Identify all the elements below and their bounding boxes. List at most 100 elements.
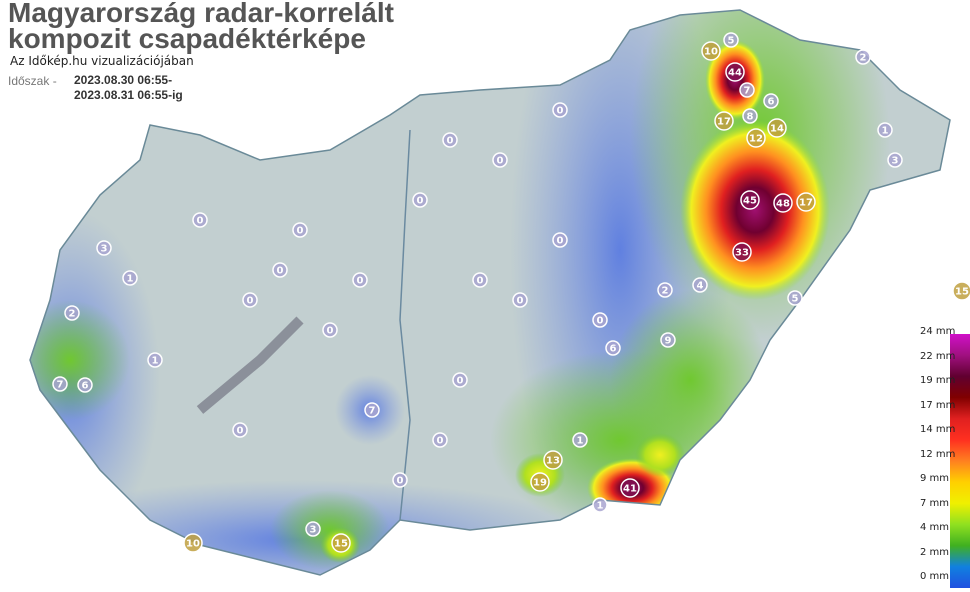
station-value: 0 [477,276,484,287]
station-marker[interactable]: 3 [887,152,903,168]
station-marker[interactable]: 17 [796,192,816,212]
station-value: 19 [533,478,547,489]
legend-label: 24 mm [920,326,956,337]
station-marker[interactable]: 7 [364,402,380,418]
station-value: 0 [297,226,304,237]
station-marker[interactable]: 1 [122,270,138,286]
station-marker[interactable]: 44 [725,62,745,82]
station-marker[interactable]: 0 [512,292,528,308]
station-value: 0 [357,276,364,287]
station-value: 13 [546,456,560,467]
station-marker[interactable]: 6 [77,377,93,393]
station-marker[interactable]: 0 [242,292,258,308]
station-value: 41 [623,484,637,495]
station-value: 9 [665,336,672,347]
legend-label: 22 mm [920,350,956,362]
station-value: 1 [577,436,584,447]
map-subtitle: Az Időkép.hu vizualizációjában [10,54,194,68]
station-value: 7 [369,406,376,417]
station-value: 2 [69,309,76,320]
station-marker[interactable]: 10 [701,41,721,61]
station-marker[interactable]: 13 [543,450,563,470]
station-value: 8 [747,112,754,123]
station-value: 2 [662,286,669,297]
station-marker[interactable]: 0 [452,372,468,388]
station-marker[interactable]: 0 [292,222,308,238]
station-marker[interactable]: 7 [52,376,68,392]
station-marker[interactable]: 0 [442,132,458,148]
station-marker[interactable]: 0 [412,192,428,208]
station-marker[interactable]: 6 [605,340,621,356]
station-marker[interactable]: 6 [763,93,779,109]
station-marker[interactable]: 1 [592,497,608,513]
station-marker[interactable]: 15 [952,281,970,301]
station-marker[interactable]: 5 [723,32,739,48]
station-marker[interactable]: 0 [432,432,448,448]
station-value: 6 [768,97,775,108]
station-value: 0 [557,106,564,117]
station-value: 17 [799,198,813,209]
station-marker[interactable]: 3 [305,521,321,537]
station-value: 0 [497,156,504,167]
station-marker[interactable]: 0 [552,232,568,248]
station-marker[interactable]: 0 [232,422,248,438]
station-value: 6 [82,381,89,392]
station-marker[interactable]: 45 [740,190,760,210]
station-value: 0 [457,376,464,387]
station-value: 6 [610,344,617,355]
station-marker[interactable]: 0 [492,152,508,168]
legend-label: 0 mm [920,571,950,582]
station-value: 7 [744,86,751,97]
legend-label: 14 mm [920,424,956,435]
station-marker[interactable]: 1 [572,432,588,448]
station-value: 0 [327,326,334,337]
station-value: 15 [334,539,348,550]
station-marker[interactable]: 19 [530,472,550,492]
station-marker[interactable]: 5 [787,290,803,306]
station-value: 0 [437,436,444,447]
station-marker[interactable]: 9 [660,332,676,348]
legend-label: 19 mm [920,375,956,386]
station-marker[interactable]: 2 [657,282,673,298]
station-marker[interactable]: 8 [742,108,758,124]
station-value: 12 [749,134,763,145]
station-marker[interactable]: 0 [592,312,608,328]
station-marker[interactable]: 0 [392,472,408,488]
station-marker[interactable]: 0 [352,272,368,288]
station-marker[interactable]: 0 [472,272,488,288]
map-title: Magyarország radar-korrelált kompozit cs… [8,0,394,54]
station-marker[interactable]: 41 [620,478,640,498]
legend-label: 2 mm [920,546,950,558]
station-marker[interactable]: 12 [746,128,766,148]
station-marker[interactable]: 7 [739,82,755,98]
station-marker[interactable]: 3 [96,240,112,256]
station-marker[interactable]: 0 [552,102,568,118]
station-marker[interactable]: 0 [322,322,338,338]
period-label: Időszak - [8,74,57,88]
legend-label: 4 mm [920,522,950,533]
station-value: 17 [717,117,731,128]
station-marker[interactable]: 0 [192,212,208,228]
station-value: 0 [277,266,284,277]
station-value: 0 [197,216,204,227]
station-marker[interactable]: 0 [272,262,288,278]
station-value: 1 [597,501,604,512]
station-marker[interactable]: 2 [64,305,80,321]
station-marker[interactable]: 17 [714,111,734,131]
station-marker[interactable]: 1 [877,122,893,138]
station-marker[interactable]: 10 [183,533,203,553]
legend-label: 17 mm [920,399,956,411]
station-value: 3 [892,156,899,167]
station-marker[interactable]: 2 [855,49,871,65]
station-value: 7 [57,380,64,391]
station-marker[interactable]: 4 [692,277,708,293]
station-value: 1 [127,274,134,285]
station-marker[interactable]: 14 [767,118,787,138]
station-marker[interactable]: 15 [331,533,351,553]
station-marker[interactable]: 48 [773,193,793,213]
legend-label: 12 mm [920,448,956,460]
station-value: 4 [697,281,704,292]
station-marker[interactable]: 1 [147,352,163,368]
station-value: 5 [728,36,735,47]
station-marker[interactable]: 33 [732,242,752,262]
